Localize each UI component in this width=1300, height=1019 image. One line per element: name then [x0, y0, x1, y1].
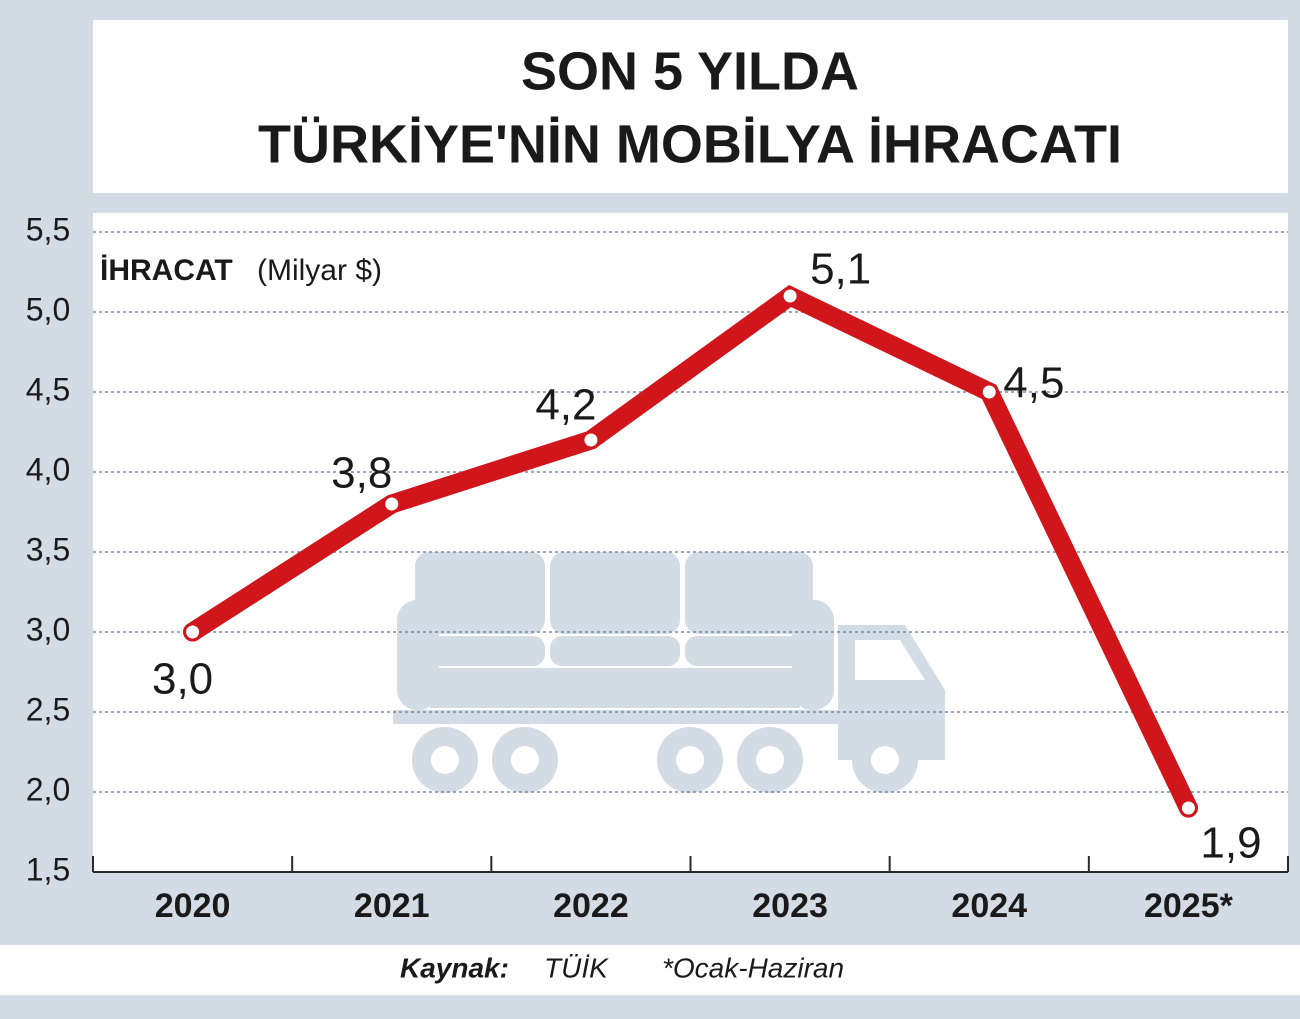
marker — [183, 622, 203, 642]
data-label: 1,9 — [1200, 819, 1261, 868]
data-label: 4,5 — [1003, 359, 1064, 408]
y-tick-label: 4,5 — [26, 371, 70, 407]
marker — [780, 286, 800, 306]
data-label: 3,0 — [152, 655, 213, 704]
marker — [581, 430, 601, 450]
y-axis-unit: (Milyar $) — [257, 254, 382, 287]
chart-title: TÜRKİYE'NİN MOBİLYA İHRACATI — [258, 114, 1122, 174]
marker — [979, 382, 999, 402]
title-panel — [93, 20, 1288, 193]
y-tick-label: 1,5 — [26, 851, 70, 887]
x-tick-label: 2021 — [354, 887, 430, 925]
x-tick-label: 2025* — [1144, 887, 1234, 925]
data-label: 4,2 — [535, 381, 596, 430]
chart-title: SON 5 YILDA — [521, 41, 859, 101]
y-tick-label: 5,0 — [26, 291, 70, 327]
source-panel — [0, 945, 1300, 995]
data-label: 5,1 — [810, 245, 871, 294]
x-tick-label: 2023 — [752, 887, 828, 925]
marker — [1178, 798, 1198, 818]
y-tick-label: 3,0 — [26, 611, 70, 647]
x-tick-label: 2020 — [155, 887, 231, 925]
note: *Ocak-Haziran — [662, 952, 844, 983]
x-tick-label: 2022 — [553, 887, 629, 925]
x-tick-label: 2024 — [951, 887, 1027, 925]
y-tick-label: 3,5 — [26, 531, 70, 567]
source: TÜİK — [544, 952, 609, 983]
data-label: 3,8 — [331, 449, 392, 498]
y-tick-label: 2,0 — [26, 771, 70, 807]
line — [183, 284, 1198, 818]
y-tick-label: 5,5 — [26, 211, 70, 247]
y-tick-label: 4,0 — [26, 451, 70, 487]
y-axis-label: İHRACAT — [100, 254, 233, 287]
source-label: Kaynak: — [400, 952, 509, 983]
marker — [382, 494, 402, 514]
y-tick-label: 2,5 — [26, 691, 70, 727]
